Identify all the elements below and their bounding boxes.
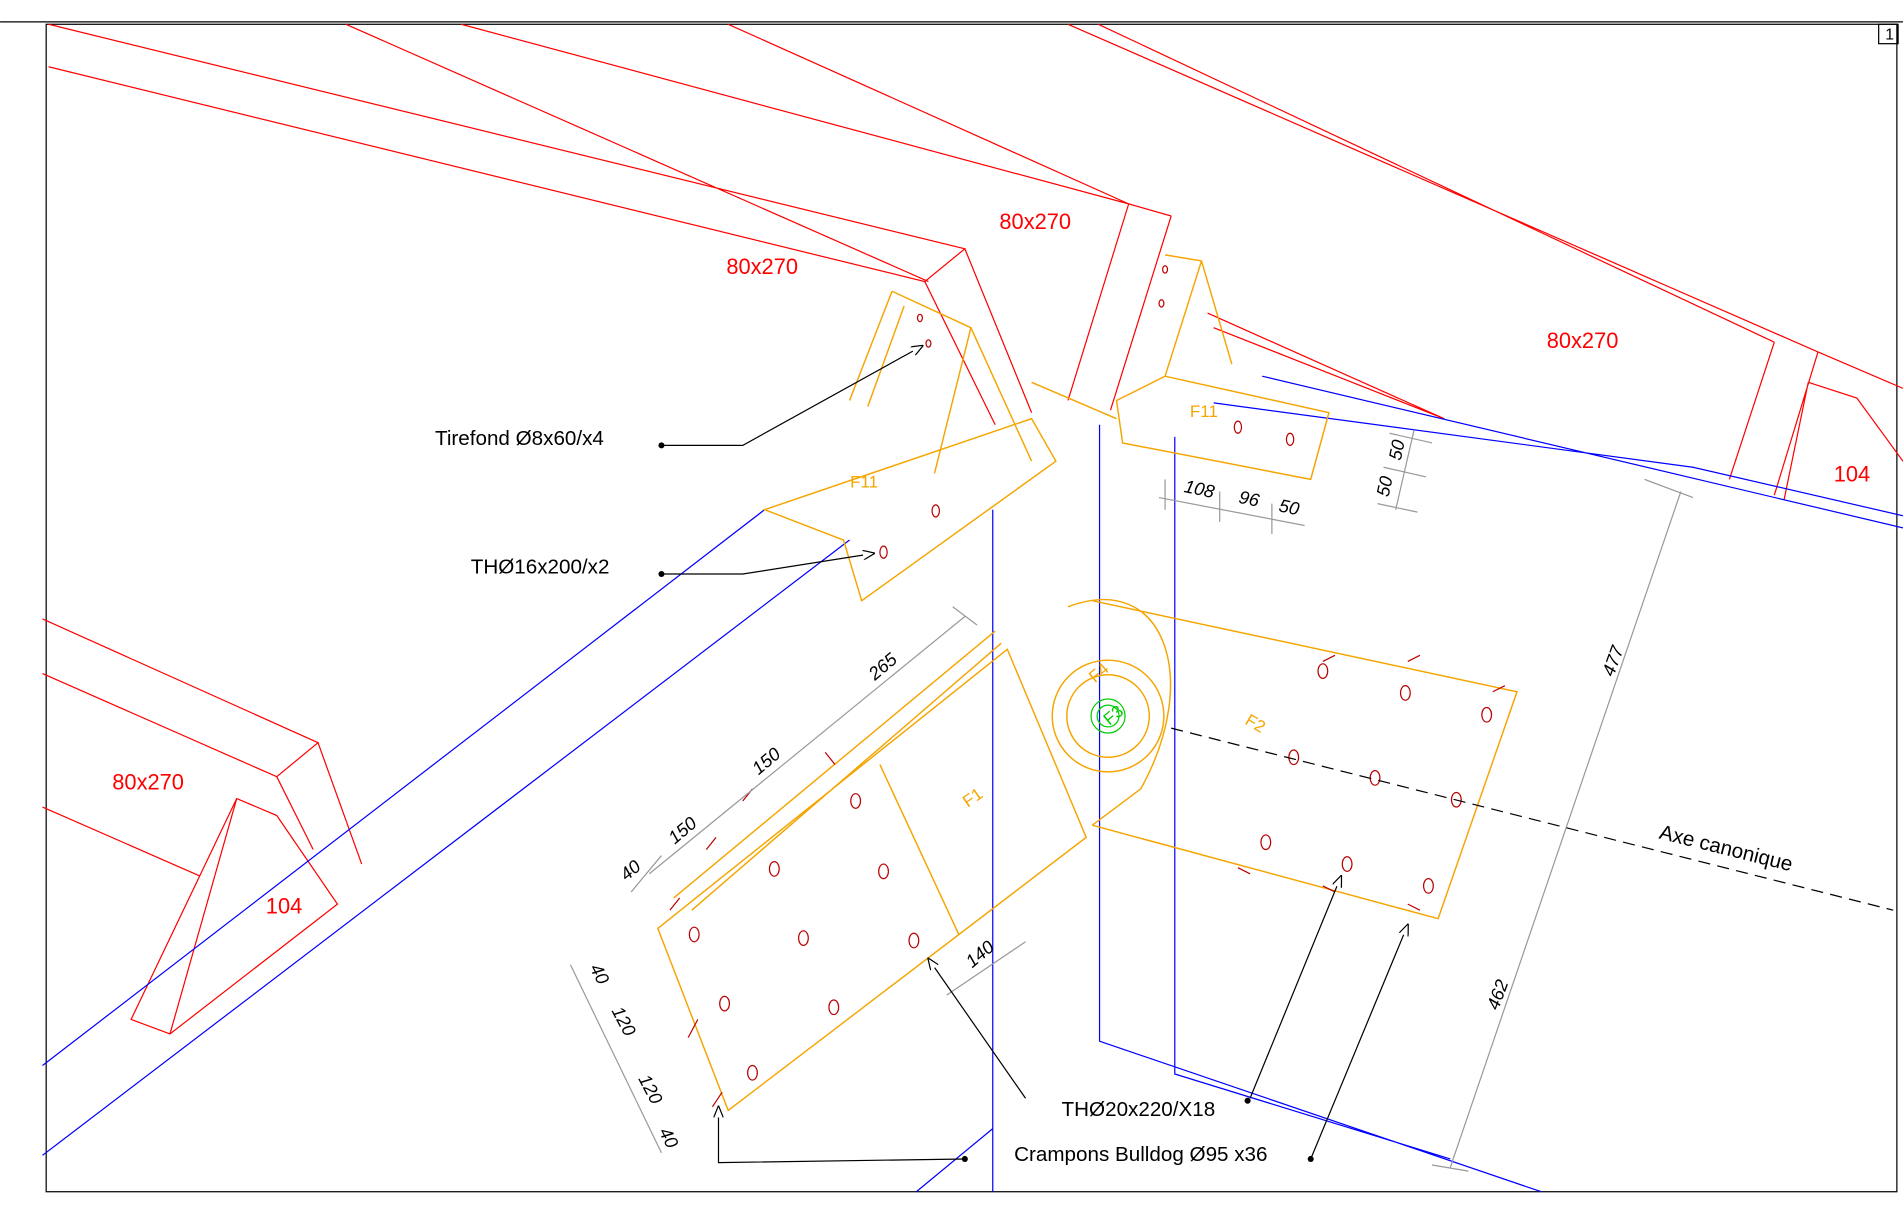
dimension: 50	[1373, 474, 1397, 498]
dimension: 462	[1483, 977, 1512, 1012]
dimension: 40	[586, 960, 613, 987]
labels: 80x270 80x270 80x270 80x270 104 104 F11 …	[112, 209, 1870, 1166]
section-label: 80x270	[112, 770, 184, 795]
dimension: 120	[634, 1071, 666, 1107]
dimension-lines	[570, 431, 1893, 1171]
dimension: 150	[748, 744, 784, 779]
dimension: 50	[1277, 495, 1301, 519]
dimension: 265	[864, 649, 902, 685]
dimension: 477	[1598, 642, 1627, 678]
drawing: 1 80x270 80x270 80x270 80x270 104 104 F1…	[0, 0, 1903, 1216]
dimension: 120	[608, 1003, 640, 1039]
part-label: F11	[1190, 402, 1218, 421]
annotation: THØ20x220/X18	[1062, 1098, 1216, 1121]
annotation: Crampons Bulldog Ø95 x36	[1014, 1143, 1267, 1166]
axes-lines	[43, 376, 1903, 1192]
section-label: 80x270	[999, 209, 1071, 234]
page: {"sheet_number":"1", "section_labels":["…	[0, 0, 1903, 1216]
part-label: F11	[850, 472, 878, 491]
section-label: 80x270	[1547, 328, 1619, 353]
part-label: F1	[959, 784, 986, 811]
dimensions: 108 96 50 50 50 477 462 265 150 150 40 1…	[586, 438, 1628, 1151]
frame: 1	[0, 22, 1903, 1192]
dimension: 108	[1182, 476, 1217, 502]
annotation: THØ16x200/x2	[471, 555, 610, 578]
dimension: 50	[1385, 438, 1409, 462]
section-label: 80x270	[726, 254, 798, 279]
sheet-number: 1	[1885, 26, 1894, 43]
part-label: F2	[1242, 710, 1269, 736]
dimension: 150	[664, 813, 700, 848]
beams	[43, 24, 1903, 1034]
annotation: Tirefond Ø8x60/x4	[435, 427, 604, 450]
steel-parts	[658, 255, 1517, 1111]
dimension: 96	[1237, 487, 1262, 511]
section-label: 104	[1834, 461, 1870, 486]
section-label: 104	[266, 894, 302, 919]
